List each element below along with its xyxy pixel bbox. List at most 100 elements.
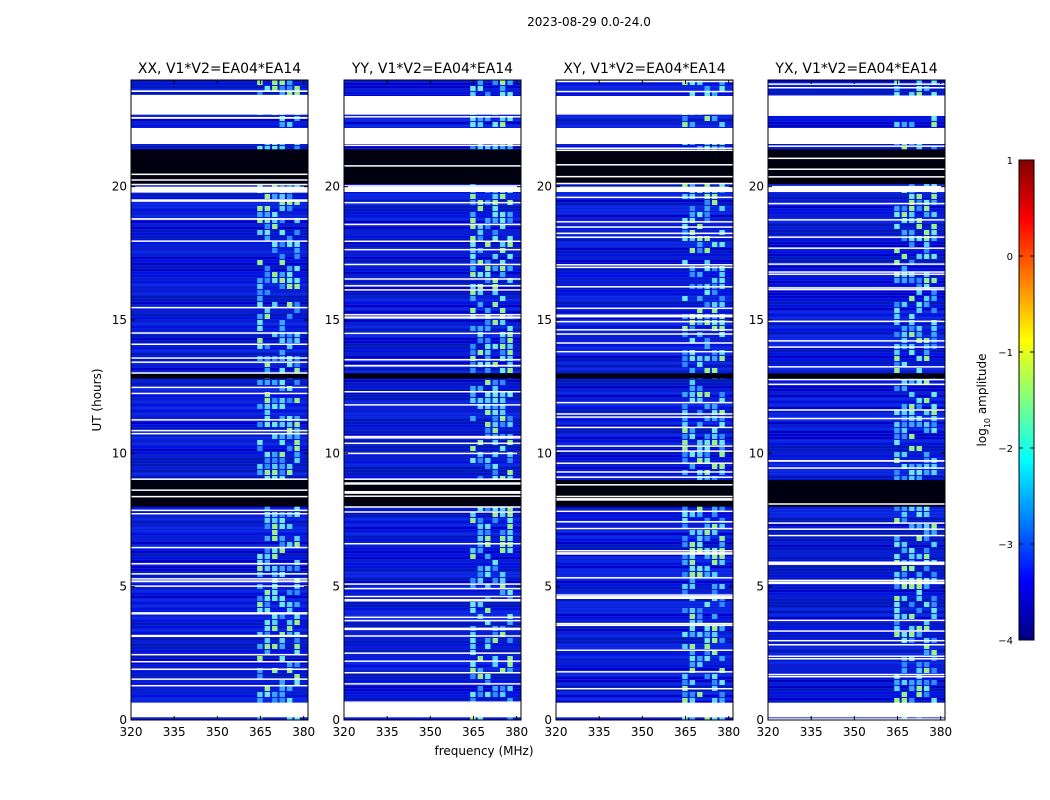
- rfi-cell: [719, 296, 725, 301]
- rfi-cell: [264, 602, 271, 607]
- rfi-cell: [711, 506, 718, 511]
- rfi-cell: [272, 566, 278, 571]
- rfi-cell: [470, 668, 476, 673]
- rfi-cell: [901, 506, 908, 511]
- heatmap-row: [344, 119, 521, 121]
- rfi-cell: [264, 398, 271, 403]
- heatmap-row: [131, 614, 308, 616]
- gap-line: [768, 114, 945, 116]
- heatmap-row: [344, 242, 521, 244]
- gap-line: [556, 498, 733, 500]
- rfi-cell: [257, 320, 263, 325]
- colorbar-tick-label: −4: [998, 636, 1013, 647]
- gap-line: [344, 583, 521, 585]
- heatmap-row: [344, 602, 521, 604]
- rfi-cell: [507, 278, 513, 283]
- gap-line: [556, 577, 733, 579]
- rfi-cell: [272, 80, 278, 85]
- rfi-cell: [901, 632, 908, 637]
- heatmap-row: [768, 434, 945, 436]
- heatmap-row: [131, 260, 308, 262]
- rfi-cell: [689, 206, 696, 211]
- gap-line: [768, 236, 945, 238]
- rfi-cell: [499, 332, 506, 337]
- heatmap-row: [344, 662, 521, 664]
- heatmap-row: [344, 545, 521, 547]
- heatmap-row: [768, 548, 945, 550]
- rfi-cell: [704, 566, 710, 571]
- heatmap-row: [131, 299, 308, 301]
- rfi-cell: [257, 278, 263, 283]
- gap-line: [131, 612, 308, 614]
- heatmap-row: [556, 125, 733, 127]
- heatmap-row: [556, 194, 733, 196]
- heatmap-row: [131, 620, 308, 622]
- gap-line: [344, 248, 521, 251]
- rfi-cell: [704, 644, 710, 649]
- heatmap-row: [768, 356, 945, 358]
- gap-line: [556, 226, 733, 228]
- heatmap-row: [768, 626, 945, 628]
- rfi-cell: [689, 392, 696, 397]
- rfi-cell: [901, 680, 908, 685]
- heatmap-row: [131, 470, 308, 472]
- heatmap-row: [768, 641, 945, 643]
- rfi-cell: [909, 206, 915, 211]
- heatmap-row: [768, 623, 945, 625]
- blank-row: [768, 186, 945, 192]
- rfi-cell: [272, 422, 278, 427]
- heatmap-row: [344, 641, 521, 643]
- gap-line: [768, 718, 945, 720]
- heatmap-row: [131, 275, 308, 277]
- rfi-cell: [492, 290, 498, 295]
- rfi-cell: [931, 680, 937, 685]
- rfi-cell: [507, 416, 513, 421]
- rfi-cell: [279, 434, 285, 439]
- rfi-cell: [689, 80, 696, 85]
- gap-line: [556, 413, 733, 415]
- x-tick-label: 365: [249, 725, 272, 739]
- rfi-cell: [257, 602, 263, 607]
- rfi-cell: [507, 524, 513, 529]
- rfi-cell: [931, 470, 937, 475]
- rfi-cell: [485, 596, 491, 601]
- rfi-cell: [923, 680, 930, 685]
- x-tick-label: 380: [292, 725, 315, 739]
- gap-line: [768, 522, 945, 524]
- rfi-cell: [470, 578, 476, 583]
- rfi-cell: [916, 290, 922, 295]
- rfi-cell: [909, 410, 915, 415]
- rfi-cell: [485, 272, 491, 277]
- heatmap-row: [556, 287, 733, 289]
- rfi-cell: [477, 602, 484, 607]
- heatmap-row: [556, 551, 733, 553]
- heatmap-row: [556, 560, 733, 562]
- rfi-cell: [507, 686, 513, 691]
- heatmap-row: [768, 341, 945, 343]
- x-tick-label: 320: [120, 725, 143, 739]
- rfi-cell: [931, 326, 937, 331]
- heatmap-row: [344, 281, 521, 283]
- heatmap-row: [556, 260, 733, 262]
- heatmap-row: [344, 218, 521, 220]
- rfi-cell: [264, 464, 271, 469]
- heatmap-row: [131, 461, 308, 463]
- heatmap-row: [131, 596, 308, 598]
- rfi-cell: [294, 398, 300, 403]
- gap-line: [768, 460, 945, 462]
- rfi-cell: [485, 680, 491, 685]
- rfi-cell: [719, 626, 725, 631]
- heatmap-row: [131, 239, 308, 241]
- heatmap-row: [344, 86, 521, 88]
- rfi-cell: [916, 308, 922, 313]
- rfi-cell: [689, 608, 696, 613]
- rfi-cell: [697, 356, 703, 361]
- heatmap-row: [556, 203, 733, 205]
- heatmap-row: [768, 242, 945, 244]
- heatmap-row: [131, 83, 308, 85]
- heatmap-row: [131, 689, 308, 691]
- rfi-cell: [485, 278, 491, 283]
- heatmap-row: [768, 629, 945, 631]
- heatmap-row: [556, 116, 733, 118]
- rfi-cell: [286, 566, 293, 571]
